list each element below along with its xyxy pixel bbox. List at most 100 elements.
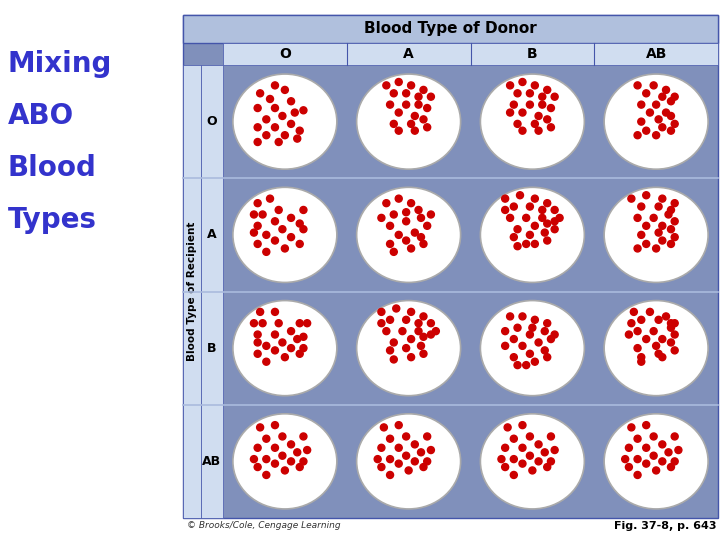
- Circle shape: [659, 93, 666, 100]
- Circle shape: [402, 433, 410, 440]
- Circle shape: [279, 339, 286, 346]
- Circle shape: [502, 195, 508, 202]
- Text: AB: AB: [645, 47, 667, 61]
- Circle shape: [300, 345, 307, 352]
- Ellipse shape: [480, 187, 585, 282]
- Text: Mixing: Mixing: [8, 50, 112, 78]
- Circle shape: [544, 354, 551, 361]
- Circle shape: [383, 82, 390, 89]
- Circle shape: [541, 229, 548, 236]
- Circle shape: [516, 192, 523, 199]
- Circle shape: [411, 229, 418, 236]
- Ellipse shape: [356, 74, 461, 169]
- Circle shape: [621, 456, 629, 463]
- Circle shape: [420, 240, 427, 247]
- Circle shape: [519, 444, 526, 451]
- Circle shape: [378, 308, 385, 315]
- Circle shape: [667, 127, 675, 134]
- Circle shape: [411, 441, 418, 448]
- Circle shape: [523, 214, 530, 221]
- Circle shape: [514, 90, 521, 97]
- Circle shape: [541, 347, 548, 354]
- Circle shape: [294, 449, 301, 456]
- Circle shape: [647, 308, 654, 315]
- Circle shape: [634, 471, 641, 478]
- Circle shape: [507, 214, 513, 221]
- Circle shape: [395, 460, 402, 467]
- Circle shape: [418, 342, 425, 349]
- Circle shape: [263, 435, 270, 442]
- Circle shape: [655, 229, 662, 236]
- Circle shape: [544, 220, 551, 227]
- Circle shape: [675, 447, 682, 454]
- Circle shape: [282, 132, 289, 139]
- Circle shape: [287, 328, 294, 335]
- Circle shape: [256, 90, 264, 97]
- Circle shape: [387, 435, 394, 442]
- Circle shape: [408, 354, 415, 361]
- Circle shape: [402, 316, 410, 323]
- Circle shape: [251, 211, 258, 218]
- Circle shape: [405, 467, 412, 474]
- Circle shape: [544, 86, 551, 93]
- Text: B: B: [527, 47, 538, 61]
- Circle shape: [547, 124, 554, 131]
- Circle shape: [271, 105, 279, 112]
- Text: Blood Type of Recipient: Blood Type of Recipient: [187, 222, 197, 361]
- Circle shape: [411, 458, 418, 465]
- Circle shape: [428, 320, 434, 327]
- Circle shape: [402, 345, 410, 352]
- Circle shape: [296, 320, 303, 327]
- Circle shape: [551, 447, 558, 454]
- Circle shape: [643, 422, 649, 429]
- Circle shape: [282, 354, 289, 361]
- Circle shape: [263, 358, 270, 365]
- Circle shape: [263, 248, 270, 255]
- Text: Types: Types: [8, 206, 97, 234]
- Circle shape: [626, 444, 632, 451]
- Circle shape: [523, 240, 530, 247]
- Circle shape: [420, 350, 427, 357]
- Circle shape: [294, 335, 301, 342]
- Circle shape: [287, 458, 294, 465]
- Circle shape: [498, 456, 505, 463]
- Bar: [201, 65, 223, 518]
- Circle shape: [628, 320, 635, 327]
- Circle shape: [387, 456, 394, 463]
- Circle shape: [667, 240, 675, 247]
- Circle shape: [402, 90, 410, 97]
- Circle shape: [531, 120, 539, 127]
- Circle shape: [626, 331, 632, 338]
- Ellipse shape: [356, 187, 461, 282]
- Circle shape: [296, 220, 303, 227]
- Circle shape: [263, 132, 270, 139]
- Circle shape: [287, 98, 294, 105]
- Circle shape: [652, 467, 660, 474]
- Circle shape: [263, 471, 270, 478]
- Circle shape: [655, 350, 662, 357]
- Circle shape: [254, 444, 261, 451]
- Circle shape: [541, 328, 548, 335]
- Circle shape: [395, 195, 402, 202]
- Circle shape: [254, 350, 261, 357]
- Circle shape: [650, 214, 657, 221]
- Circle shape: [531, 195, 539, 202]
- Circle shape: [395, 78, 402, 85]
- Circle shape: [378, 214, 385, 221]
- Circle shape: [380, 424, 387, 431]
- Circle shape: [271, 218, 279, 225]
- Circle shape: [647, 109, 654, 116]
- Circle shape: [296, 240, 303, 247]
- Circle shape: [254, 105, 261, 112]
- Circle shape: [423, 433, 431, 440]
- Circle shape: [423, 105, 431, 112]
- Circle shape: [526, 90, 534, 97]
- Circle shape: [378, 463, 385, 470]
- Circle shape: [671, 347, 678, 354]
- Circle shape: [395, 231, 402, 238]
- Circle shape: [671, 200, 678, 207]
- Circle shape: [271, 460, 279, 467]
- Circle shape: [251, 320, 258, 327]
- Ellipse shape: [233, 414, 337, 509]
- Circle shape: [662, 86, 670, 93]
